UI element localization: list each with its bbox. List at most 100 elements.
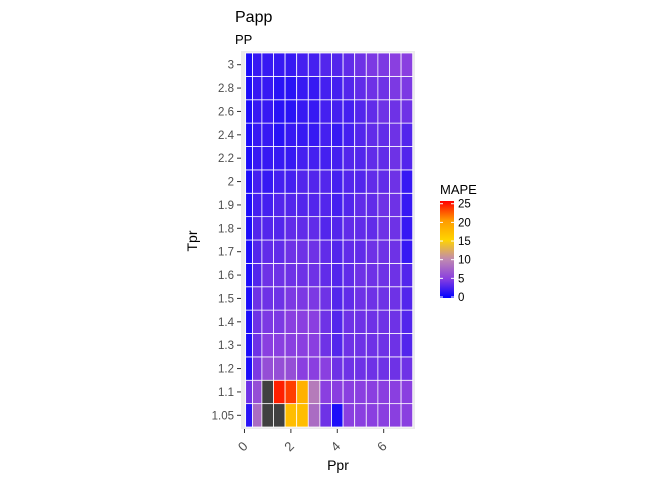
y-tick-label: 1.2 [218, 364, 234, 376]
heatmap-cell [354, 99, 367, 124]
heatmap-cell [307, 379, 321, 405]
heatmap-cell [400, 403, 414, 428]
heatmap-cell [284, 262, 298, 288]
legend-tick-label: 0 [458, 292, 464, 304]
heatmap-cell [400, 122, 414, 147]
heatmap-cell [307, 216, 321, 241]
heatmap-cell [273, 356, 286, 381]
heatmap-cell [261, 216, 274, 241]
heatmap-cell [296, 403, 309, 428]
x-tick-label: 6 [374, 439, 390, 455]
heatmap-cell [342, 169, 356, 194]
heatmap-cell [261, 239, 274, 264]
y-tick-label: 2.2 [218, 153, 234, 165]
heatmap-cell [296, 146, 309, 171]
heatmap-cell [400, 333, 414, 358]
heatmap-cell [342, 333, 356, 358]
y-tick-label: 1.7 [218, 247, 234, 259]
heatmap-cell [354, 75, 367, 101]
heatmap-cell [245, 146, 253, 171]
heatmap-cell [284, 52, 298, 77]
heatmap-cell [307, 403, 321, 428]
heatmap-cell [307, 333, 321, 358]
heatmap-cell [273, 192, 286, 218]
heatmap-cell [261, 75, 274, 101]
heatmap-cell [319, 216, 332, 241]
heatmap-cell [365, 333, 379, 358]
heatmap-cell [284, 403, 298, 428]
heatmap-cell [319, 239, 332, 264]
heatmap-cell [307, 75, 321, 101]
y-tick-label: 2.8 [218, 83, 234, 95]
heatmap-cell [273, 216, 286, 241]
heatmap-cells [245, 52, 414, 428]
y-tick-label: 1.1 [218, 387, 234, 399]
heatmap-cell [377, 309, 390, 334]
heatmap-cell [261, 333, 274, 358]
heatmap-cell [342, 262, 356, 288]
heatmap-cell [400, 192, 414, 218]
legend-tick-label: 25 [458, 199, 471, 211]
heatmap-cell [245, 403, 253, 428]
heatmap-cell [284, 239, 298, 264]
heatmap-cell [261, 356, 274, 381]
heatmap-cell [389, 309, 402, 334]
heatmap-cell [377, 192, 390, 218]
y-tick-label: 1.5 [218, 293, 234, 305]
heatmap-cell [252, 239, 263, 264]
heatmap-cell [261, 286, 274, 311]
heatmap-cell [252, 169, 263, 194]
heatmap-cell [296, 75, 309, 101]
heatmap-cell [342, 403, 356, 428]
heatmap-cell [273, 262, 286, 288]
heatmap-cell [273, 122, 286, 147]
y-tick-label: 1.3 [218, 340, 234, 352]
heatmap-cell [354, 333, 367, 358]
heatmap-cell [284, 75, 298, 101]
heatmap-cell [284, 216, 298, 241]
heatmap-cell [389, 146, 402, 171]
heatmap-cell [252, 286, 263, 311]
heatmap-cell [245, 169, 253, 194]
heatmap-cell [400, 169, 414, 194]
heatmap-cell [354, 216, 367, 241]
heatmap-cell [377, 333, 390, 358]
heatmap-cell [273, 403, 286, 428]
heatmap-cell [245, 52, 253, 77]
heatmap-cell [365, 192, 379, 218]
heatmap-cell [273, 333, 286, 358]
heatmap-cell [252, 99, 263, 124]
heatmap-cell [342, 52, 356, 77]
x-axis: 0 2 4 6 [235, 429, 390, 454]
chart-title: Papp [235, 9, 272, 26]
heatmap-cell [252, 216, 263, 241]
heatmap-cell [307, 169, 321, 194]
heatmap-cell [331, 169, 344, 194]
heatmap-cell [331, 99, 344, 124]
heatmap-cell [331, 333, 344, 358]
heatmap-cell [319, 286, 332, 311]
heatmap-cell [389, 239, 402, 264]
heatmap-cell [331, 239, 344, 264]
heatmap-cell [342, 146, 356, 171]
heatmap-cell [365, 262, 379, 288]
heatmap-cell [296, 356, 309, 381]
heatmap-cell [284, 146, 298, 171]
heatmap-cell [261, 99, 274, 124]
heatmap-cell [331, 356, 344, 381]
legend-tick-label: 5 [458, 273, 464, 285]
heatmap-cell [331, 75, 344, 101]
heatmap-cell [261, 146, 274, 171]
y-tick-label: 1.6 [218, 270, 234, 282]
heatmap-cell [284, 379, 298, 405]
heatmap-cell [400, 309, 414, 334]
heatmap-cell [354, 239, 367, 264]
heatmap-cell [261, 52, 274, 77]
y-tick-label: 3 [228, 60, 234, 72]
heatmap-cell [284, 309, 298, 334]
heatmap-cell [400, 356, 414, 381]
heatmap-cell [354, 379, 367, 405]
heatmap-cell [273, 99, 286, 124]
heatmap-cell [296, 286, 309, 311]
heatmap-cell [342, 379, 356, 405]
